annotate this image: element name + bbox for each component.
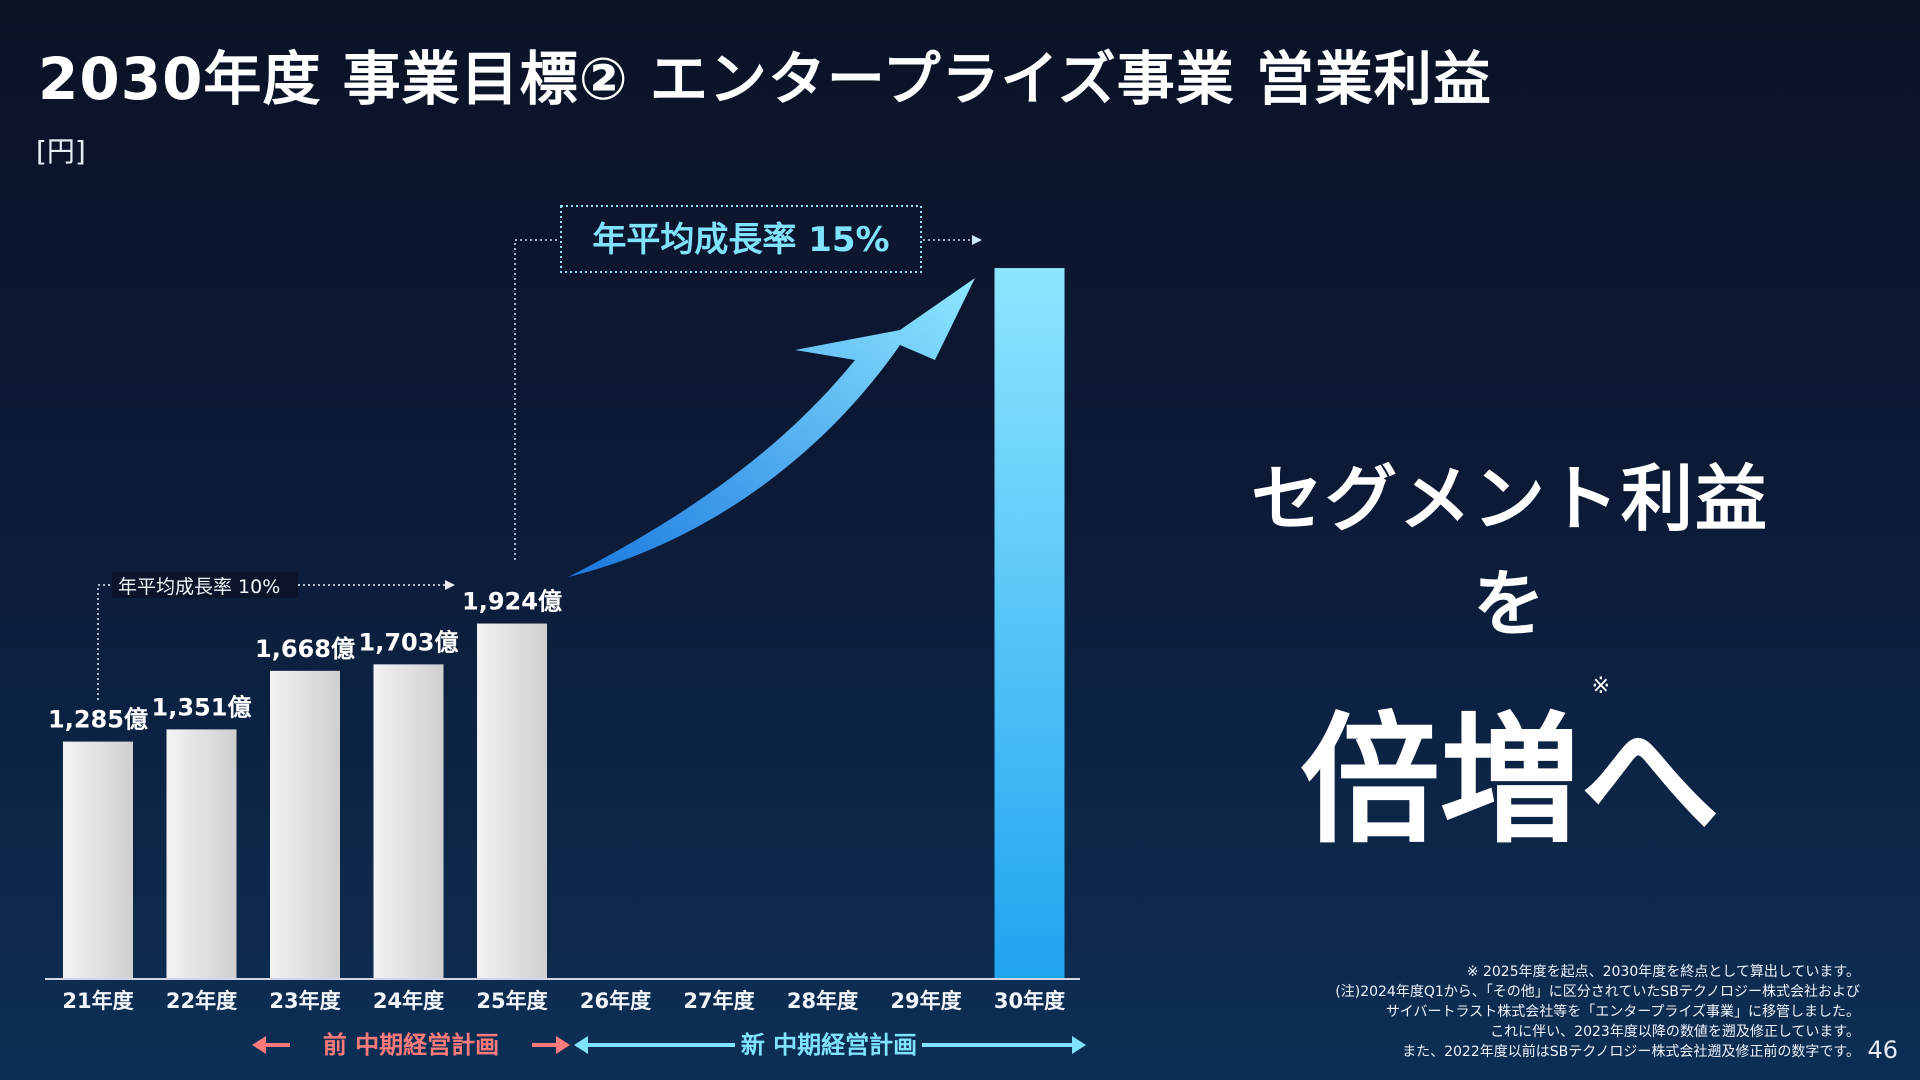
tagline-line2-wrap: 倍増へ ※ xyxy=(1300,668,1720,870)
bar-21年度 xyxy=(63,741,133,979)
period-old-arrow xyxy=(252,1036,570,1054)
tagline-note-mark: ※ xyxy=(1591,674,1610,699)
period-old-label: 前 中期経営計画 xyxy=(323,1031,499,1059)
cagr-15-label: 年平均成長率 15% xyxy=(592,220,889,260)
period-new-arrow xyxy=(574,1036,1086,1054)
cagr-10-bracket xyxy=(97,584,445,700)
x-tick-label: 21年度 xyxy=(62,989,133,1013)
bar-23年度 xyxy=(270,670,340,979)
bar-24年度 xyxy=(373,664,444,979)
x-tick-label: 28年度 xyxy=(787,989,858,1013)
footnote-line: また、2022年度以前はSBテクノロジー株式会社遡及修正前の数字です。 xyxy=(1402,1044,1860,1060)
footnote-line: サイバートラスト株式会社等を「エンタープライズ事業」に移管しました。 xyxy=(1385,1004,1860,1020)
cagr-10-label-bg xyxy=(112,572,298,598)
page-title: 2030年度 事業目標② エンタープライズ事業 営業利益 xyxy=(38,45,1492,113)
cagr-10-label: 年平均成長率 10% xyxy=(118,576,280,598)
footnote-line: (注)2024年度Q1から、「その他」に区分されていたSBテクノロジー株式会社お… xyxy=(1335,984,1860,1000)
tagline-line2: 倍増へ xyxy=(1299,700,1720,863)
data-label: 1,668億 xyxy=(255,635,355,663)
cagr-15-box xyxy=(560,205,922,273)
footnote-line: これに伴い、2023年度以降の数値を遡及修正しています。 xyxy=(1490,1024,1860,1040)
growth-arrow xyxy=(568,278,975,577)
x-tick-label: 26年度 xyxy=(580,989,651,1013)
x-tick-label: 22年度 xyxy=(166,989,237,1013)
x-tick-label: 23年度 xyxy=(269,989,340,1013)
x-tick-label: 25年度 xyxy=(476,989,547,1013)
data-label: 1,285億 xyxy=(48,706,148,734)
page-number: 46 xyxy=(1867,1036,1898,1064)
data-label: 1,703億 xyxy=(359,628,459,656)
cagr-10-arrowhead xyxy=(445,580,455,590)
tagline: セグメント利益を 倍増へ ※ xyxy=(1230,440,1790,870)
x-tick-label: 29年度 xyxy=(890,989,961,1013)
bar-25年度 xyxy=(477,623,547,979)
target-bar-30 xyxy=(994,268,1065,979)
data-label: 1,351億 xyxy=(152,693,252,721)
footnote-line: ※ 2025年度を起点、2030年度を終点として算出しています。 xyxy=(1466,964,1860,980)
x-tick-label: 27年度 xyxy=(683,989,754,1013)
cagr-15-arrowhead xyxy=(972,235,982,245)
x-tick-label: 24年度 xyxy=(373,989,444,1013)
data-label: 1,924億 xyxy=(462,588,562,616)
x-tick-label: 30年度 xyxy=(994,989,1065,1013)
period-new-label: 新 中期経営計画 xyxy=(741,1031,917,1059)
tagline-line1: セグメント利益を xyxy=(1250,457,1769,646)
unit-label: [円] xyxy=(36,135,86,168)
footnotes: ※ 2025年度を起点、2030年度を終点として算出しています。 (注)2024… xyxy=(1335,962,1860,1062)
cagr-15-bracket xyxy=(514,239,972,560)
bar-22年度 xyxy=(166,729,237,979)
